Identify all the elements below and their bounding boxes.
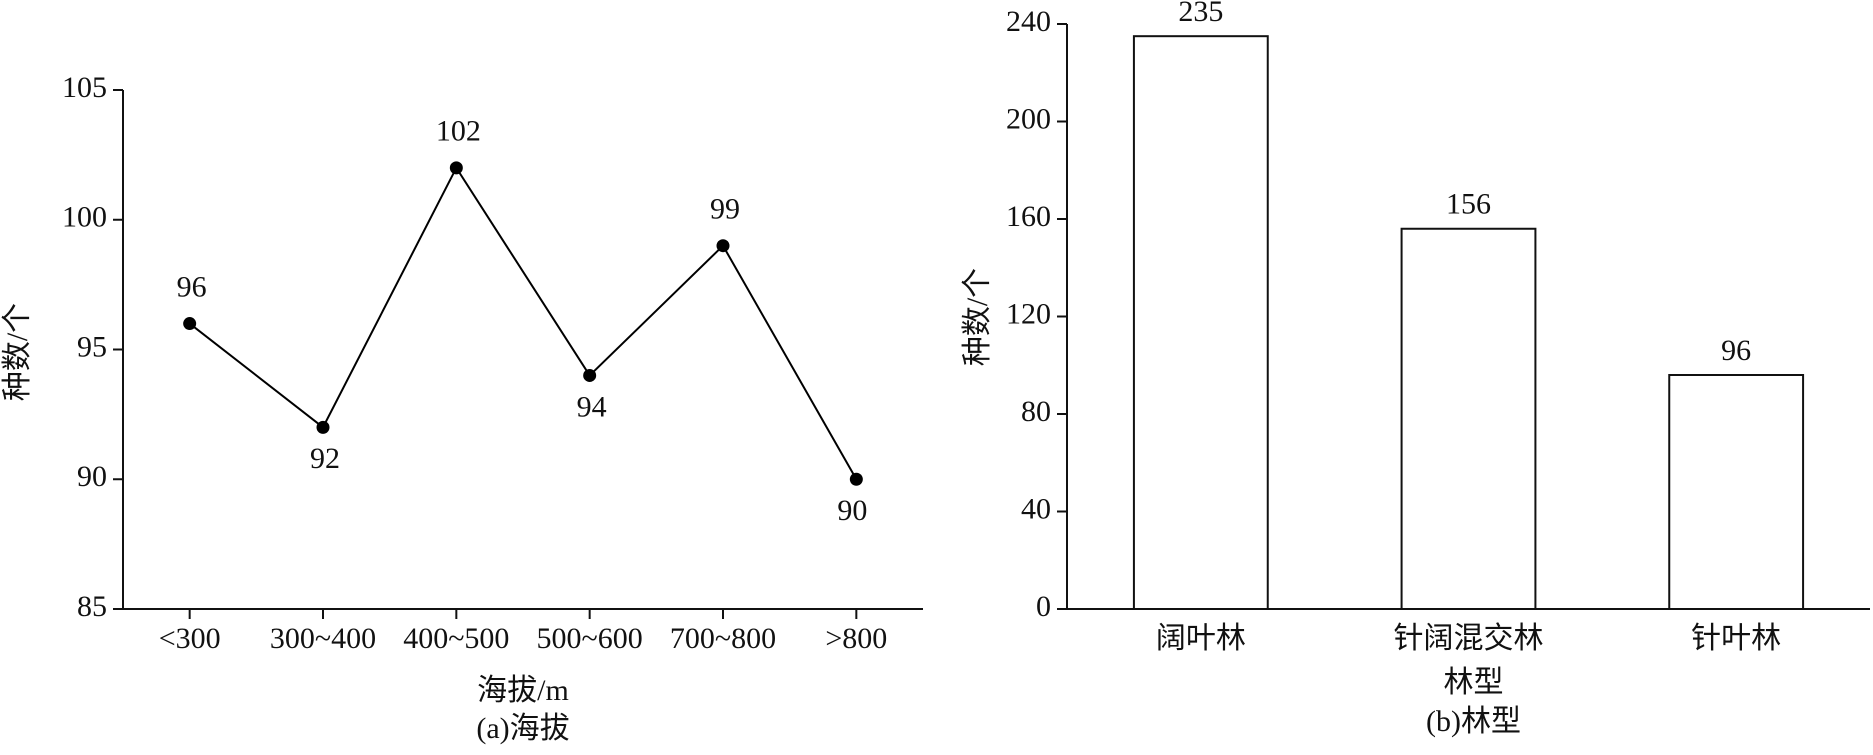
x-tick-label: <300	[159, 622, 221, 655]
point	[849, 472, 863, 486]
point	[316, 420, 330, 434]
y-tick-label: 160	[1006, 200, 1051, 233]
y-tick-label: 100	[62, 201, 107, 234]
point	[716, 239, 730, 253]
y-tick-label: 80	[1021, 395, 1051, 428]
x-tick-label: 阔叶林	[1156, 622, 1246, 655]
x-tick-label: 针阔混交林	[1394, 622, 1544, 655]
caption: (b)林型	[1426, 705, 1521, 738]
x-tick-label: 300~400	[270, 622, 376, 655]
y-axis-label: 种数/个	[961, 268, 994, 366]
bar	[1132, 35, 1269, 610]
x-tick-label: 400~500	[403, 622, 509, 655]
data-label: 92	[310, 442, 340, 475]
y-axis-label: 种数/个	[1, 303, 34, 401]
point	[583, 368, 597, 382]
data-label: 235	[1178, 0, 1223, 28]
data-label: 99	[710, 193, 740, 226]
data-label: 94	[577, 390, 607, 423]
x-tick-label: >800	[825, 622, 887, 655]
y-tick-label: 105	[62, 71, 107, 104]
data-label: 90	[837, 494, 867, 527]
y-tick-label: 95	[77, 330, 107, 363]
bar	[1400, 227, 1537, 610]
y-tick-label: 120	[1006, 297, 1051, 330]
y-tick-label: 40	[1021, 492, 1051, 525]
bar	[1668, 374, 1805, 610]
point	[449, 161, 463, 175]
y-tick-label: 240	[1006, 5, 1051, 38]
caption: (a)海拔	[476, 712, 569, 745]
y-tick-label: 0	[1036, 590, 1051, 623]
data-label: 102	[436, 115, 481, 148]
x-tick-label: 针叶林	[1691, 622, 1781, 655]
data-label: 156	[1446, 188, 1491, 221]
y-tick-label: 200	[1006, 102, 1051, 135]
y-tick-label: 90	[77, 460, 107, 493]
x-tick-label: 700~800	[670, 622, 776, 655]
line	[189, 165, 858, 480]
y-tick-label: 85	[77, 590, 107, 623]
data-label: 96	[1721, 334, 1751, 367]
x-tick-label: 500~600	[537, 622, 643, 655]
data-label: 96	[177, 270, 207, 303]
x-axis-label: 林型	[1444, 666, 1504, 699]
point	[183, 317, 197, 331]
x-axis-label: 海拔/m	[477, 674, 569, 707]
